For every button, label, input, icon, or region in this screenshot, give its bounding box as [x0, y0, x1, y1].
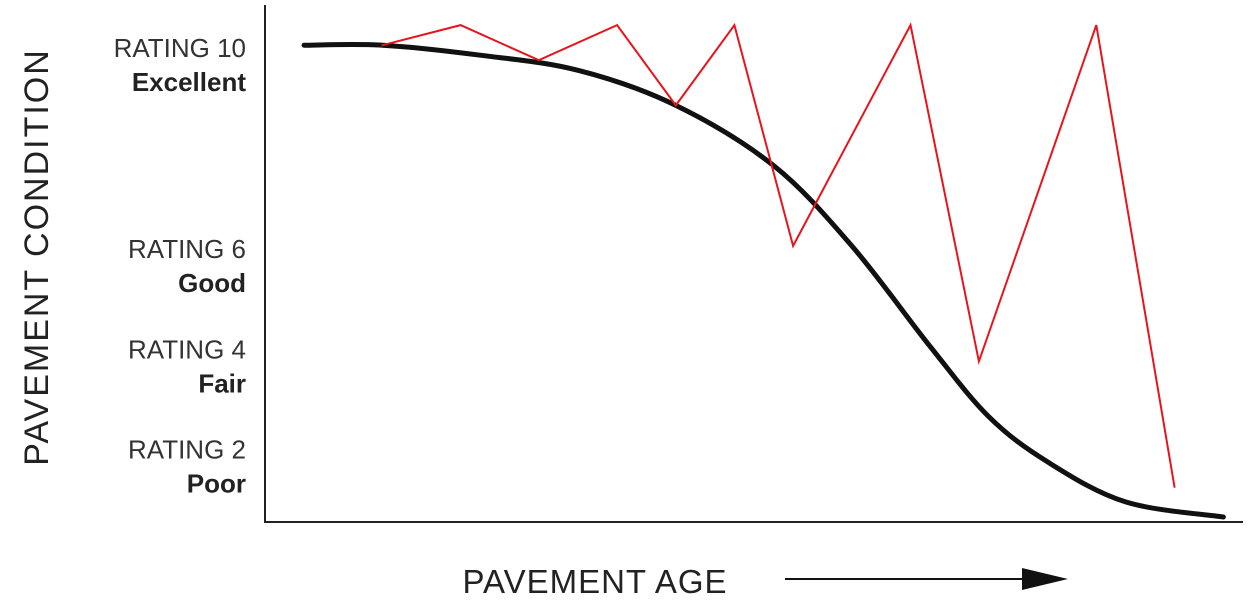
y-tick-rating-label: RATING 10 — [114, 33, 246, 63]
x-axis-direction-arrow — [785, 568, 1068, 590]
y-tick-condition-label: Poor — [187, 469, 246, 499]
y-axis-label: PAVEMENT CONDITION — [18, 48, 56, 466]
y-tick-rating-label: RATING 2 — [128, 435, 246, 465]
y-tick-condition-label: Excellent — [132, 67, 247, 97]
x-axis-label: PAVEMENT AGE — [462, 563, 727, 600]
arrow-head — [1022, 568, 1068, 590]
deterioration-curve — [301, 41, 1226, 520]
y-tick-condition-label: Good — [178, 268, 246, 298]
y-tick-condition-label: Fair — [198, 368, 246, 398]
maintenance-line — [381, 22, 1176, 488]
y-tick-rating-label: RATING 6 — [128, 234, 246, 264]
series-layer — [301, 22, 1226, 520]
y-tick-labels: RATING 10 Excellent RATING 6 Good RATING 4 Fa… — [114, 33, 247, 499]
y-tick-rating-label: RATING 4 — [128, 334, 246, 364]
